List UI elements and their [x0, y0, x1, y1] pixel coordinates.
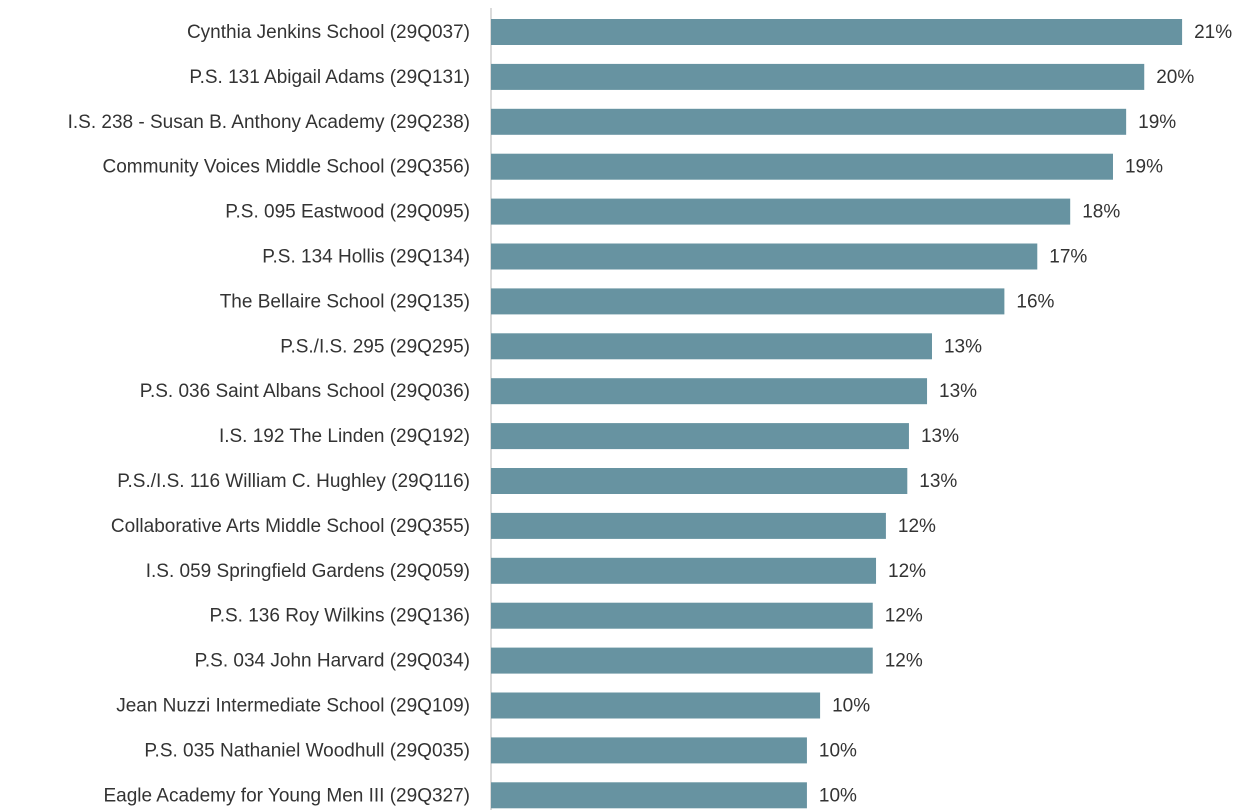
y-tick-label: Eagle Academy for Young Men III (29Q327)	[103, 785, 470, 806]
bar	[491, 602, 873, 629]
bar	[491, 692, 821, 719]
bar	[491, 19, 1183, 45]
data-label: 12%	[898, 516, 936, 537]
y-tick-label: I.S. 059 Springfield Gardens (29Q059)	[146, 561, 470, 582]
data-label: 10%	[819, 785, 857, 806]
y-tick-label: P.S. 136 Roy Wilkins (29Q136)	[210, 606, 471, 627]
bar	[491, 378, 928, 405]
data-label: 13%	[919, 471, 957, 492]
y-tick-label: P.S. 134 Hollis (29Q134)	[262, 247, 470, 268]
bar	[491, 782, 807, 809]
bar	[491, 198, 1071, 225]
data-label: 19%	[1125, 157, 1163, 178]
y-tick-label: P.S./I.S. 116 William C. Hughley (29Q116…	[117, 471, 470, 492]
y-tick-label: The Bellaire School (29Q135)	[220, 291, 470, 312]
data-label: 20%	[1156, 67, 1194, 88]
bar	[491, 153, 1113, 180]
bar	[491, 468, 908, 494]
data-label: 18%	[1082, 202, 1120, 223]
bar	[491, 557, 877, 584]
y-tick-label: P.S./I.S. 295 (29Q295)	[280, 336, 470, 357]
y-tick-label: I.S. 238 - Susan B. Anthony Academy (29Q…	[68, 112, 470, 133]
bar	[491, 423, 909, 450]
y-tick-label: Collaborative Arts Middle School (29Q355…	[111, 516, 470, 537]
bar	[491, 243, 1038, 270]
bar	[491, 512, 886, 539]
data-label: 13%	[944, 336, 982, 357]
data-label: 10%	[819, 740, 857, 761]
y-tick-label: P.S. 035 Nathaniel Woodhull (29Q035)	[144, 740, 470, 761]
y-tick-label: Cynthia Jenkins School (29Q037)	[187, 22, 470, 43]
data-label: 13%	[921, 426, 959, 447]
bar	[491, 108, 1127, 135]
data-label: 12%	[888, 561, 926, 582]
y-tick-label: P.S. 036 Saint Albans School (29Q036)	[140, 381, 470, 402]
data-label: 21%	[1194, 22, 1232, 43]
data-label: 13%	[939, 381, 977, 402]
data-label: 17%	[1049, 247, 1087, 268]
data-label: 12%	[885, 606, 923, 627]
y-tick-label: Jean Nuzzi Intermediate School (29Q109)	[116, 696, 470, 717]
y-tick-label: I.S. 192 The Linden (29Q192)	[219, 426, 470, 447]
data-label: 12%	[885, 651, 923, 672]
bar	[491, 647, 873, 674]
data-label: 10%	[832, 696, 870, 717]
data-label: 19%	[1138, 112, 1176, 133]
y-tick-label: P.S. 034 John Harvard (29Q034)	[195, 651, 470, 672]
y-tick-label: Community Voices Middle School (29Q356)	[102, 157, 470, 178]
bar	[491, 333, 932, 360]
bar	[491, 737, 807, 764]
bar	[491, 288, 1005, 315]
y-tick-label: P.S. 131 Abigail Adams (29Q131)	[189, 67, 470, 88]
data-label: 16%	[1016, 291, 1054, 312]
bar	[491, 63, 1145, 90]
y-tick-label: P.S. 095 Eastwood (29Q095)	[225, 202, 470, 223]
